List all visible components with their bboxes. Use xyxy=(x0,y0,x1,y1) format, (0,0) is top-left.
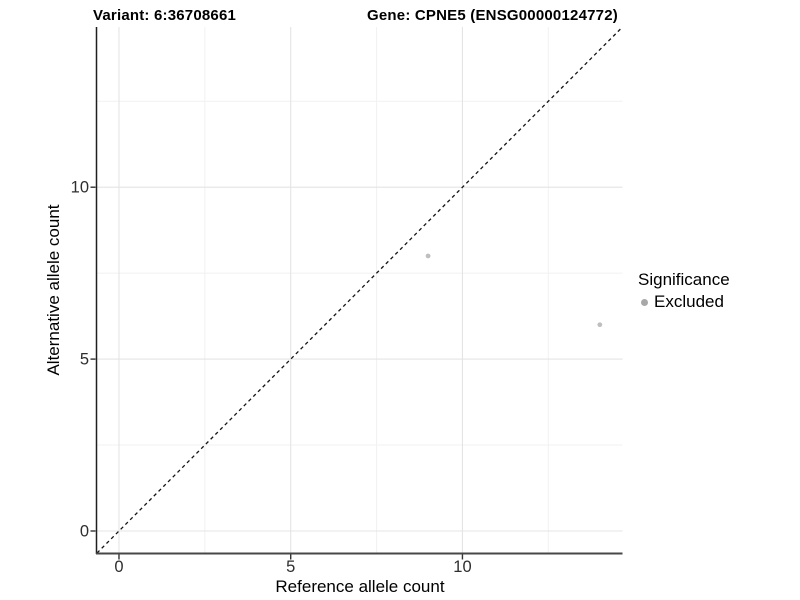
y-tick-label: 10 xyxy=(71,179,89,197)
x-axis-title: Reference allele count xyxy=(275,577,445,596)
legend: Significance Excluded xyxy=(638,270,730,312)
legend-item-excluded: Excluded xyxy=(638,292,730,312)
legend-title: Significance xyxy=(638,270,730,289)
gene-title: Gene: CPNE5 (ENSG00000124772) xyxy=(367,7,618,24)
data-point xyxy=(425,253,431,259)
x-tick-label: 0 xyxy=(114,558,123,576)
variant-title: Variant: 6:36708661 xyxy=(93,7,237,24)
y-axis-title: Alternative allele count xyxy=(44,204,63,376)
identity-line xyxy=(96,26,623,554)
x-tick-label: 5 xyxy=(286,558,295,576)
data-point xyxy=(597,322,603,328)
y-tick-label: 5 xyxy=(80,351,89,369)
y-tick-label: 0 xyxy=(80,522,89,540)
excluded-point-icon xyxy=(641,298,648,306)
x-tick-label: 10 xyxy=(453,558,471,576)
legend-item-label: Excluded xyxy=(654,292,724,311)
